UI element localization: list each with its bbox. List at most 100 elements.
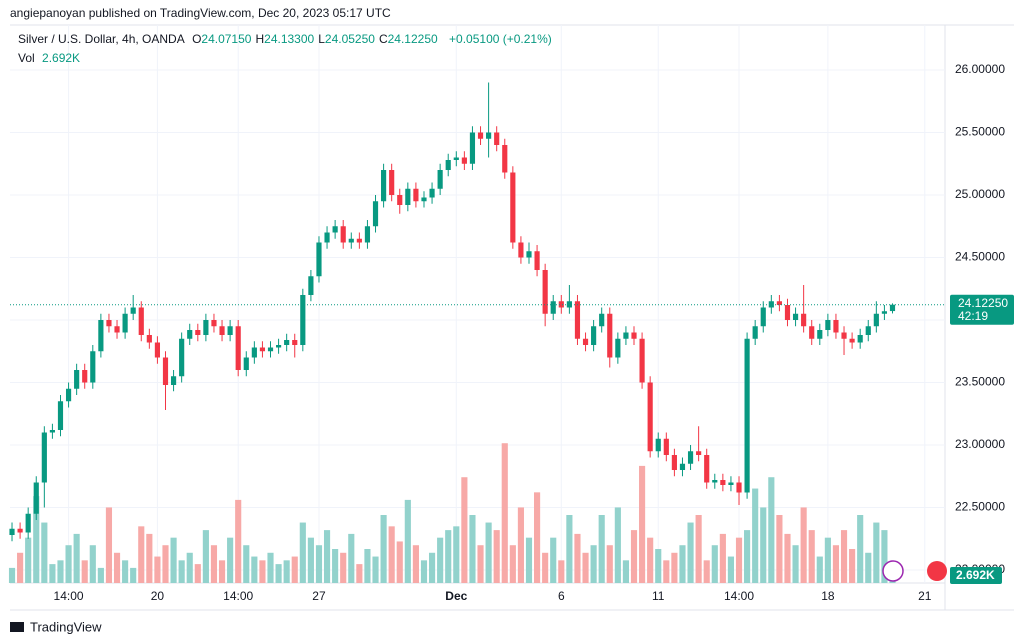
volume-bar	[840, 530, 848, 583]
volume-bar	[639, 465, 646, 583]
volume-bar	[647, 537, 654, 583]
candle-body	[389, 170, 395, 195]
volume-bar	[97, 567, 104, 583]
candle-body	[801, 313, 807, 327]
volume-bar	[154, 556, 161, 583]
volume-bar	[138, 526, 145, 583]
candle-body	[494, 132, 500, 145]
volume-bar	[283, 560, 290, 583]
ohlc-text: 24.05250	[324, 32, 375, 46]
flag-icon[interactable]	[927, 561, 947, 581]
candle-body	[130, 307, 136, 314]
x-tick-label: 20	[151, 589, 165, 603]
volume-bar	[534, 492, 541, 583]
candle-body	[510, 172, 516, 243]
candle-body	[542, 270, 548, 314]
volume-bar	[598, 515, 605, 583]
candle-body	[857, 335, 863, 343]
candle-body	[154, 342, 161, 358]
candle-body	[663, 438, 669, 455]
candle-body	[364, 226, 371, 243]
candle-body	[41, 432, 47, 483]
candle-body	[74, 370, 80, 389]
candle-body	[122, 313, 128, 333]
ohlc-key: C	[378, 32, 388, 46]
volume-bar	[566, 515, 573, 583]
candle-body	[817, 330, 823, 339]
candle-body	[211, 320, 217, 327]
volume-bar	[130, 567, 137, 583]
volume-bar	[291, 556, 298, 583]
volume-bar	[194, 564, 201, 583]
candle-body	[582, 338, 589, 345]
candle-body	[114, 326, 120, 333]
volume-bar	[146, 533, 153, 583]
volume-bar	[808, 530, 815, 583]
candle-body	[437, 170, 443, 189]
candle-body	[381, 170, 387, 202]
volume-bar	[881, 530, 888, 583]
volume-bar	[437, 537, 444, 583]
volume-bar	[857, 515, 864, 583]
volume-bar	[719, 533, 726, 583]
y-tick-label: 23.00000	[955, 437, 1005, 451]
candle-body	[372, 201, 379, 227]
candle-body	[227, 326, 233, 335]
logo: TradingView	[30, 619, 102, 634]
candle-body	[49, 430, 55, 433]
symbol: Silver / U.S. Dollar, 4h, OANDA	[18, 32, 185, 46]
candle-body	[720, 480, 726, 485]
volume-label: 2.692K	[956, 568, 995, 582]
countdown: 42:19	[958, 309, 988, 323]
candle-body	[792, 313, 799, 320]
volume-bar	[800, 507, 807, 583]
event-icon[interactable]	[882, 560, 904, 582]
volume-bar	[849, 549, 856, 583]
candle-body	[267, 347, 274, 352]
ohlc-key: L	[318, 32, 325, 46]
volume-bar	[170, 537, 177, 583]
logo-icon	[10, 622, 24, 632]
volume-bar	[65, 545, 72, 583]
volume-bar	[428, 552, 436, 583]
volume-bar	[525, 537, 533, 583]
volume-bar	[760, 507, 767, 583]
candle-body	[276, 345, 282, 348]
volume-bar	[17, 552, 24, 583]
candle-body	[251, 347, 257, 358]
volume-bar	[33, 496, 40, 583]
candle-body	[704, 455, 710, 483]
candle-body	[106, 320, 112, 327]
candle-body	[865, 326, 871, 335]
y-tick-label: 24.50000	[955, 250, 1005, 264]
candle-body	[502, 145, 508, 173]
candle-body	[615, 338, 621, 358]
candle-body	[17, 528, 23, 533]
volume-bar	[832, 545, 840, 583]
candle-body	[203, 320, 209, 335]
y-tick-label: 26.00000	[955, 62, 1005, 76]
volume-bar	[582, 552, 589, 583]
candle-body	[639, 338, 645, 383]
candle-body	[170, 376, 177, 385]
volume-bar	[380, 515, 387, 583]
ohlc-key: O	[192, 32, 202, 46]
candle-body	[429, 188, 435, 198]
volume-bar	[501, 443, 508, 583]
volume-bar	[614, 507, 621, 583]
volume-bar	[251, 556, 258, 583]
candle-body	[405, 188, 411, 205]
candle-body	[340, 226, 346, 243]
volume-bar	[622, 560, 629, 583]
candle-body	[833, 320, 839, 333]
volume-bar	[784, 533, 791, 583]
candle-body	[284, 340, 290, 345]
volume-bar	[235, 499, 242, 583]
volume-bar	[89, 545, 96, 583]
legend: Silver / U.S. Dollar, 4h, OANDA O24.0715…	[18, 32, 556, 65]
volume-bar	[671, 552, 678, 583]
volume-bar	[776, 515, 783, 583]
volume-bar	[372, 556, 379, 583]
volume-bar	[679, 545, 686, 583]
candle-body	[655, 438, 661, 452]
